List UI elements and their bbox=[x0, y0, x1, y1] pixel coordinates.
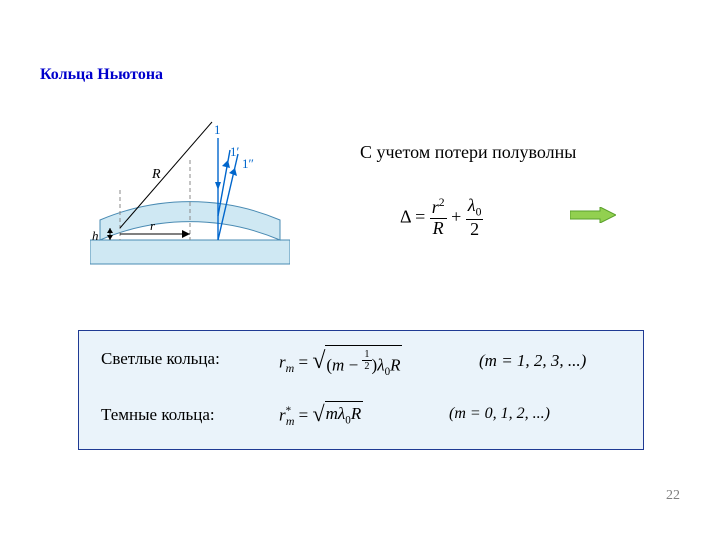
delta-symbol: Δ bbox=[400, 206, 411, 226]
dR: R bbox=[351, 404, 361, 423]
svg-text:h: h bbox=[92, 228, 99, 243]
m: m bbox=[332, 356, 344, 375]
newton-rings-diagram: 1 1′ 1″ R r h bbox=[90, 120, 290, 280]
results-box: Светлые кольца: rm = √(m − 12)λ0R Темные… bbox=[78, 330, 644, 450]
page-number: 22 bbox=[666, 488, 680, 504]
page-title: Кольца Ньютона bbox=[40, 66, 163, 84]
rm-sub: m bbox=[286, 361, 295, 375]
bR: R bbox=[390, 356, 400, 375]
rm-r: r bbox=[279, 353, 286, 372]
bright-formula: rm = √(m − 12)λ0R bbox=[279, 345, 402, 378]
r-var: r bbox=[432, 197, 439, 217]
lam: λ bbox=[377, 356, 384, 375]
svg-text:1′: 1′ bbox=[230, 144, 240, 159]
bright-condition: (m = 1, 2, 3, ...) bbox=[479, 351, 586, 371]
rm2-eq: = bbox=[294, 406, 312, 425]
half: 12 bbox=[362, 349, 371, 372]
arrow-icon bbox=[570, 207, 616, 223]
half-n: 1 bbox=[362, 349, 371, 360]
plus: + bbox=[447, 206, 466, 226]
bright-label: Светлые кольца: bbox=[101, 349, 220, 369]
rm2-r: r bbox=[279, 406, 286, 425]
lam-sub: 0 bbox=[476, 206, 482, 219]
half-d: 2 bbox=[362, 360, 371, 372]
implies-arrow bbox=[570, 207, 616, 228]
term2-frac: λ02 bbox=[466, 196, 484, 240]
lens-diagram-svg: 1 1′ 1″ R r h bbox=[90, 120, 290, 280]
dark-label: Темные кольца: bbox=[101, 405, 215, 425]
rm-eq: = bbox=[294, 353, 312, 372]
lam-var: λ bbox=[468, 195, 476, 215]
svg-text:R: R bbox=[151, 167, 161, 182]
dark-sqrt: √mλ0R bbox=[313, 401, 364, 426]
R-den: R bbox=[430, 218, 447, 239]
dark-formula: r*m = √mλ0R bbox=[279, 401, 363, 429]
eq: = bbox=[411, 206, 430, 226]
m2: m bbox=[326, 404, 338, 423]
r-sup: 2 bbox=[439, 196, 445, 209]
bright-sqrt: √(m − 12)λ0R bbox=[312, 345, 402, 378]
halfwave-text: С учетом потери полуволны bbox=[360, 142, 576, 163]
svg-text:1: 1 bbox=[214, 122, 221, 137]
term1-frac: r2 R bbox=[430, 197, 447, 239]
two-den: 2 bbox=[466, 219, 484, 240]
svg-text:1″: 1″ bbox=[242, 156, 254, 171]
minus: − bbox=[344, 356, 362, 375]
delta-formula: Δ = r2R + λ02 bbox=[400, 196, 483, 240]
dark-condition: (m = 0, 1, 2, ...) bbox=[449, 405, 550, 423]
